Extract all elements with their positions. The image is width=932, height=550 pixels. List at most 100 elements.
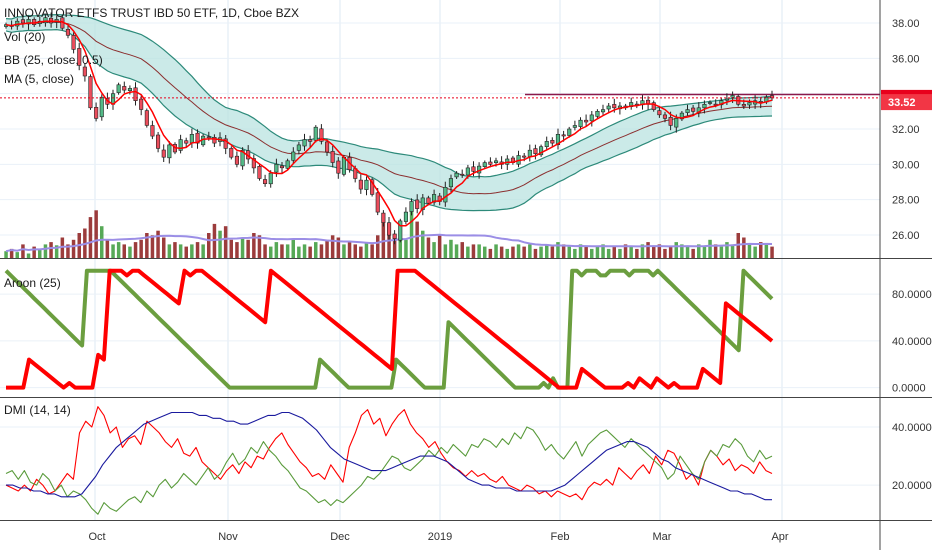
volume-bar (38, 248, 42, 258)
volume-bar (499, 246, 504, 258)
candle-body (471, 166, 476, 172)
volume-bar (49, 242, 53, 258)
volume-bar (280, 244, 284, 258)
volume-bar (505, 248, 509, 258)
candle-body (99, 96, 104, 118)
volume-bar (9, 248, 14, 258)
candle-body (584, 119, 589, 123)
chart-title: INNOVATOR ETFS TRUST IBD 50 ETF, 1D, Cbo… (4, 6, 299, 20)
candle-body (82, 66, 87, 77)
candle-body (223, 138, 228, 149)
volume-bar (381, 217, 386, 258)
bollinger-basis-line (5, 21, 773, 195)
volume-bar (680, 244, 684, 258)
candle-body (589, 114, 594, 122)
candle-body (274, 164, 279, 173)
volume-bar (404, 239, 408, 258)
aroon-series-line (4, 268, 774, 390)
candle-body (674, 118, 679, 128)
volume-bar (567, 246, 571, 258)
volume-bar (319, 244, 324, 258)
volume-bar (54, 245, 59, 258)
volume-bar (595, 246, 600, 258)
candle-body (341, 157, 347, 175)
volume-bar (663, 248, 667, 258)
volume-bar (516, 244, 521, 258)
candle-body (522, 155, 527, 158)
dmi-series-line (5, 426, 773, 515)
volume-bar (235, 242, 239, 258)
volume-bar (432, 242, 436, 258)
volume-bar (601, 244, 605, 258)
volume-bar (116, 242, 121, 258)
candle-body (358, 179, 363, 190)
candle-body (550, 140, 555, 144)
candle-body (544, 141, 549, 147)
candle-body (161, 149, 166, 158)
candle-body (426, 197, 431, 204)
candle-body (724, 98, 730, 101)
candle-body (308, 139, 313, 142)
volume-bar (528, 244, 532, 258)
candle-body (409, 201, 414, 212)
candle-body (702, 104, 707, 109)
volume-bar (652, 246, 656, 258)
volume-bar (561, 244, 566, 258)
dmi-tick-label: 40.0000 (892, 422, 932, 434)
volume-bar (494, 244, 498, 258)
candle-body (730, 95, 735, 98)
legend-bb: BB (25, close, 0.5) (4, 53, 103, 67)
legend-dmi: DMI (14, 14) (4, 403, 71, 417)
volume-bar (252, 233, 256, 258)
dmi-series-line (5, 406, 773, 501)
dmi-tick-label: 20.0000 (892, 480, 932, 492)
volume-bar (229, 239, 233, 258)
candle-body (144, 110, 149, 126)
candle-body (420, 197, 425, 210)
candle-body (116, 84, 121, 93)
candle-body (302, 139, 307, 147)
candle-body (561, 134, 566, 137)
candle-body (527, 149, 532, 157)
candle-body (240, 149, 245, 167)
volume-bar (4, 251, 8, 258)
candle-body (133, 87, 138, 102)
volume-bar (409, 210, 414, 258)
candle-body (167, 144, 172, 159)
aroon-pane (4, 268, 774, 390)
volume-bar (330, 235, 335, 258)
volume-bar (218, 230, 222, 258)
volume-bar (122, 244, 126, 258)
volume-bar (556, 242, 560, 258)
x-tick-label: Oct (88, 531, 105, 543)
volume-bar (178, 244, 183, 258)
volume-bar (437, 235, 442, 258)
candle-body (189, 134, 194, 144)
volume-bar (511, 246, 515, 258)
candle-body (262, 179, 268, 184)
volume-bar (43, 244, 48, 258)
volume-bar (32, 246, 36, 258)
candle-body (662, 114, 668, 119)
candle-body (330, 151, 335, 163)
candle-body (600, 109, 606, 113)
candle-body (65, 28, 70, 36)
volume-bar (190, 244, 194, 258)
price-tick-label: 32.00 (892, 124, 920, 136)
bollinger-band-fill (6, 14, 772, 211)
candle-body (77, 48, 82, 66)
candle-body (572, 125, 577, 128)
candle-body (88, 76, 93, 109)
candle-body (741, 104, 746, 107)
candle-body (150, 125, 155, 137)
volume-bar (483, 246, 487, 258)
candle-body (651, 102, 656, 110)
volume-bar (15, 252, 19, 258)
volume-bar (719, 246, 724, 258)
volume-bar (359, 246, 363, 258)
volume-bar (392, 235, 397, 258)
candle-body (206, 136, 211, 139)
aroon-tick-label: 40.0000 (892, 336, 932, 348)
